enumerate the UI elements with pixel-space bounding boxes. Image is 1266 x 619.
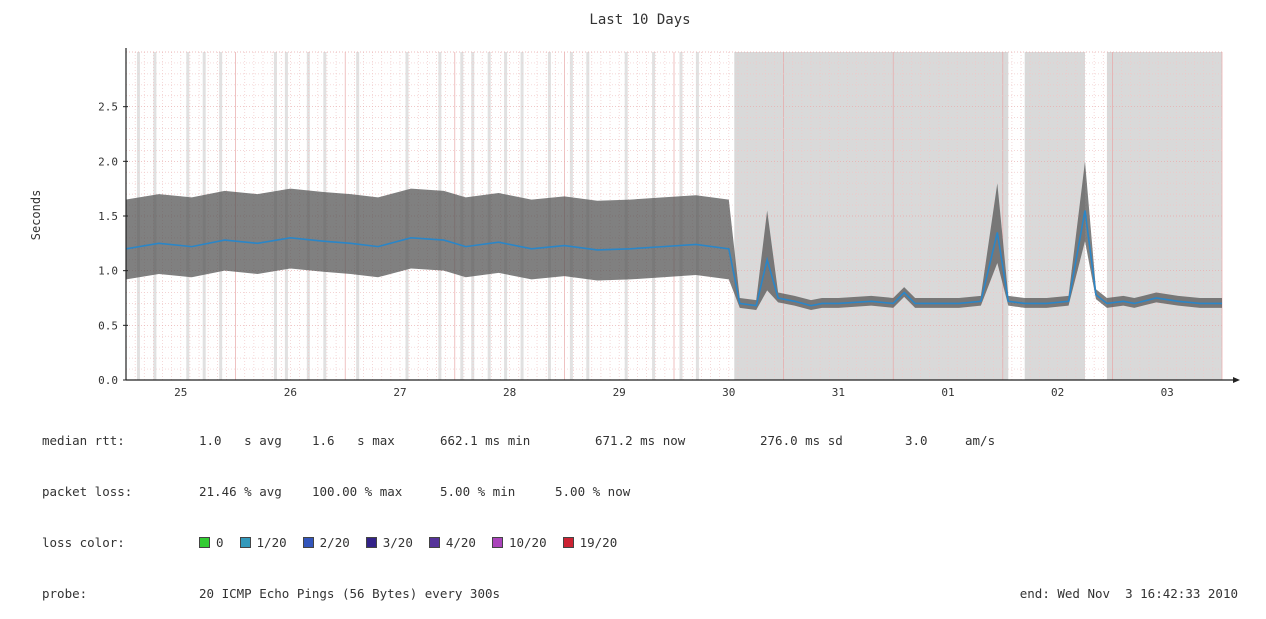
y-tick-label: 2.0	[98, 155, 118, 168]
end-time: end: Wed Nov 3 16:42:33 2010	[1019, 586, 1238, 601]
loss-color-text: 3/20	[382, 535, 413, 550]
y-tick-label: 1.5	[98, 210, 118, 223]
x-tick-label: 25	[174, 386, 187, 399]
loss-color-text: 1/20	[256, 535, 287, 550]
loss-color-text: 10/20	[508, 535, 547, 550]
probe-value: 20 ICMP Echo Pings (56 Bytes) every 300s	[199, 586, 501, 601]
packet-loss-max: 100.00 % max	[312, 484, 403, 499]
median-rtt-max: 1.6 s max	[312, 433, 395, 448]
grid-layer	[125, 51, 1223, 381]
probe-label: probe:	[42, 586, 88, 601]
loss-color-item: 4/20	[428, 534, 476, 551]
loss-color-swatch	[239, 537, 251, 548]
loss-color-item: 1/20	[239, 534, 287, 551]
packet-loss-label: packet loss:	[42, 484, 133, 499]
median-line-layer	[125, 210, 1222, 307]
median-rtt-min: 662.1 ms min	[440, 433, 531, 448]
loss-shade-region	[1024, 52, 1085, 380]
median-rtt-row: median rtt: 1.0 s avg 1.6 s max 662.1 ms…	[42, 432, 1252, 449]
median-rtt-avg: 1.0 s avg	[199, 433, 282, 448]
loss-color-swatch	[428, 537, 440, 548]
x-tick-label: 26	[284, 386, 297, 399]
loss-color-text: 19/20	[579, 535, 618, 550]
median-rtt-am-unit: am/s	[965, 433, 996, 448]
x-tick-label: 30	[722, 386, 735, 399]
loss-color-item: 19/20	[562, 534, 618, 551]
packet-loss-row: packet loss: 21.46 % avg 100.00 % max 5.…	[42, 483, 1252, 500]
packet-loss-avg: 21.46 % avg	[199, 484, 282, 499]
loss-color-swatch	[199, 537, 210, 548]
x-axis-arrow	[1233, 377, 1240, 383]
chart-title: Last 10 Days	[589, 12, 690, 28]
smokeping-chart: Last 10 Days Seconds 0.0 0.5 1.0 1.5 2.0 2.5 2…	[29, 12, 1240, 399]
y-tick-label: 0.0	[98, 374, 118, 387]
median-rtt-label: median rtt:	[42, 433, 125, 448]
y-tick-label: 2.5	[98, 101, 118, 114]
loss-color-swatch	[562, 537, 574, 548]
stats-panel: median rtt: 1.0 s avg 1.6 s max 662.1 ms…	[42, 398, 1252, 619]
y-tick-label: 0.5	[98, 319, 118, 332]
median-rtt-sd: 276.0 ms sd	[760, 433, 843, 448]
median-rtt-am: 3.0	[905, 433, 928, 448]
x-tick-label: 28	[503, 386, 516, 399]
packet-loss-now: 5.00 % now	[555, 484, 631, 499]
loss-color-text: 0	[216, 535, 224, 550]
y-tick-label: 1.0	[98, 265, 118, 278]
loss-color-label: loss color:	[42, 535, 125, 550]
x-tick-label: 29	[613, 386, 626, 399]
axis-layer	[125, 48, 1240, 383]
loss-color-swatch	[365, 537, 377, 548]
probe-row: probe: 20 ICMP Echo Pings (56 Bytes) eve…	[42, 585, 1252, 602]
x-tick-label: 31	[832, 386, 845, 399]
loss-color-swatch	[491, 537, 503, 548]
x-tick-label: 03	[1161, 386, 1174, 399]
x-tick-label: 01	[941, 386, 954, 399]
median-rtt-line	[125, 210, 1222, 307]
x-tick-label: 02	[1051, 386, 1064, 399]
loss-color-swatch	[302, 537, 314, 548]
loss-color-row: loss color: 0 1/20 2/20 3/20 4/20 10/20 19/20	[42, 534, 1252, 551]
rtt-band-layer	[126, 161, 1222, 311]
loss-color-item: 3/20	[365, 534, 413, 551]
y-axis-label: Seconds	[29, 190, 43, 241]
loss-color-text: 2/20	[319, 535, 350, 550]
rtt-band	[126, 161, 1222, 311]
loss-color-text: 4/20	[445, 535, 476, 550]
loss-color-item: 2/20	[302, 534, 350, 551]
x-tick-label: 27	[393, 386, 406, 399]
loss-shade-region	[734, 52, 1009, 380]
packet-loss-min: 5.00 % min	[440, 484, 516, 499]
loss-color-item: 0	[199, 534, 224, 551]
loss-color-item: 10/20	[491, 534, 547, 551]
median-rtt-now: 671.2 ms now	[595, 433, 686, 448]
tick-label-layer: 0.0 0.5 1.0 1.5 2.0 2.5 25 26 27 28 29 30 31 01 02 03	[98, 101, 1174, 399]
